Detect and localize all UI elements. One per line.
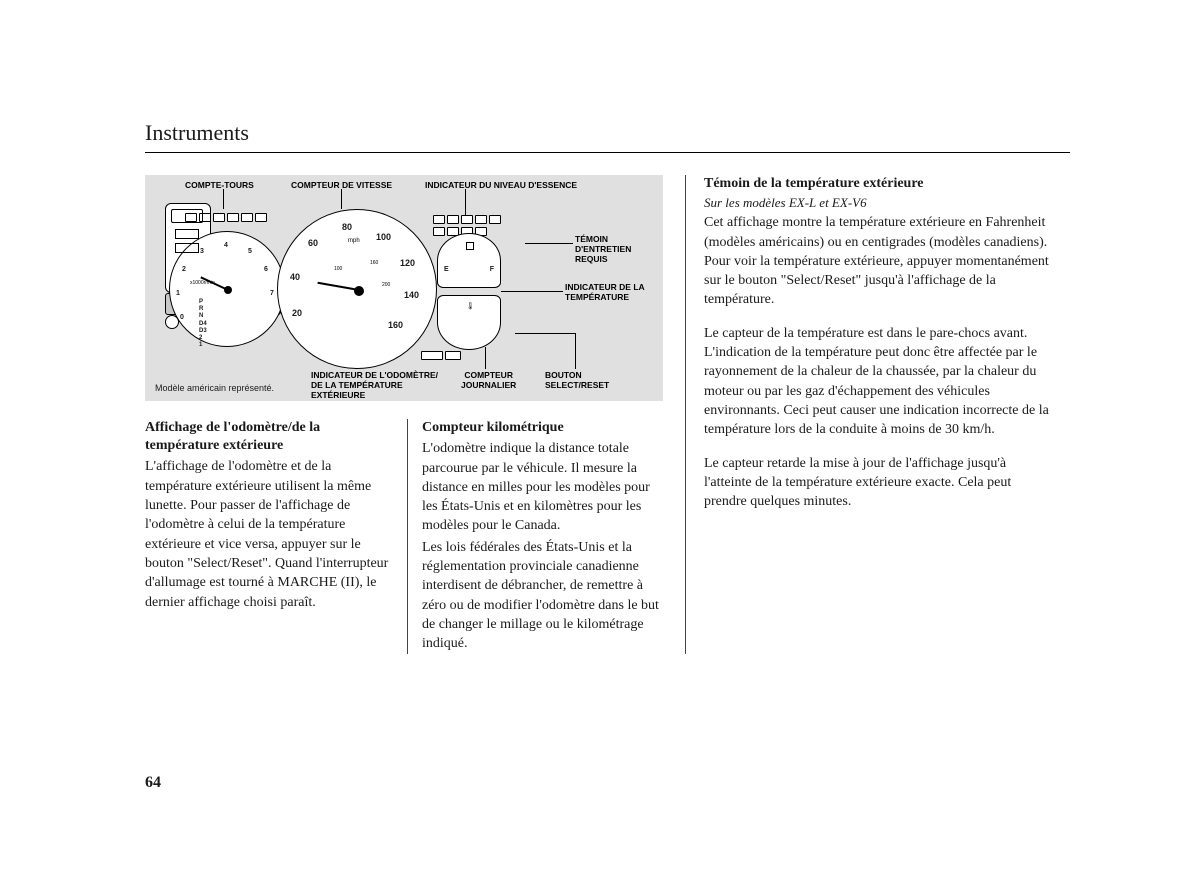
diagram-caption: Modèle américain représenté.: [155, 383, 274, 393]
label-temperature-gauge: INDICATEUR DE LA TEMPÉRATURE: [565, 283, 645, 303]
temp-body1: Cet affichage montre la température exté…: [704, 213, 1055, 310]
label-reset-button: BOUTON SELECT/RESET: [545, 371, 609, 391]
lower-columns: Affichage de l'odomètre/de la températur…: [145, 419, 667, 654]
fuel-pump-icon: [466, 242, 474, 250]
speedo-needle: [317, 282, 359, 291]
temperature-gauge: 🌡: [437, 295, 501, 350]
odo-body: L'affichage de l'odomètre et de la tempé…: [145, 457, 393, 612]
left-block: COMPTE-TOURS COMPTEUR DE VITESSE INDICAT…: [145, 175, 685, 654]
page-title: Instruments: [145, 120, 1070, 146]
temp-body3: Le capteur retarde la mise à jour de l'a…: [704, 454, 1055, 512]
fuel-gauge: E F: [437, 233, 501, 288]
callout-line: [575, 333, 576, 369]
pod-icon: [175, 243, 199, 253]
page-number: 64: [145, 774, 161, 792]
bottom-icons: [421, 351, 461, 360]
cluster-outline: 0 1 2 3 4 5 6 7 x1000r/min 20 4: [165, 203, 555, 368]
odo-heading: Affichage de l'odomètre/de la températur…: [145, 419, 393, 455]
label-trip: COMPTEUR JOURNALIER: [461, 371, 516, 391]
km-body2: Les lois fédérales des États-Unis et la …: [422, 538, 667, 654]
km-heading: Compteur kilométrique: [422, 419, 667, 437]
content-row: COMPTE-TOURS COMPTEUR DE VITESSE INDICAT…: [145, 175, 1070, 654]
label-odometer: INDICATEUR DE L'ODOMÈTRE/ DE LA TEMPÉRAT…: [311, 371, 438, 400]
thermometer-icon: 🌡: [466, 302, 475, 310]
label-maintenance: TÉMOIN D'ENTRETIEN REQUIS: [575, 235, 631, 264]
temp-subnote: Sur les modèles EX-L et EX-V6: [704, 195, 1055, 211]
manual-page: Instruments COMPTE-TOURS COMPTEUR DE VIT…: [0, 0, 1200, 704]
label-fuel: INDICATEUR DU NIVEAU D'ESSENCE: [425, 181, 577, 191]
column-a: Affichage de l'odomètre/de la températur…: [145, 419, 407, 654]
instrument-cluster-diagram: COMPTE-TOURS COMPTEUR DE VITESSE INDICAT…: [145, 175, 663, 401]
maint-indicator: [171, 209, 203, 223]
warning-icons-right: [433, 215, 501, 224]
speedo-unit: mph: [348, 238, 360, 244]
label-tachometer: COMPTE-TOURS: [185, 181, 254, 191]
gear-indicator: P R N D4 D3 2 1: [199, 299, 207, 349]
right-column: Témoin de la température extérieure Sur …: [685, 175, 1055, 654]
title-rule: [145, 152, 1070, 153]
speedometer-gauge: 20 40 60 80 100 120 140 160 mph 100 160: [277, 209, 437, 369]
column-b: Compteur kilométrique L'odomètre indique…: [407, 419, 667, 654]
temp-heading: Témoin de la température extérieure: [704, 175, 1055, 193]
temp-body2: Le capteur de la température est dans le…: [704, 324, 1055, 440]
pod-icon: [175, 229, 199, 239]
km-body1: L'odomètre indique la distance totale pa…: [422, 439, 667, 536]
